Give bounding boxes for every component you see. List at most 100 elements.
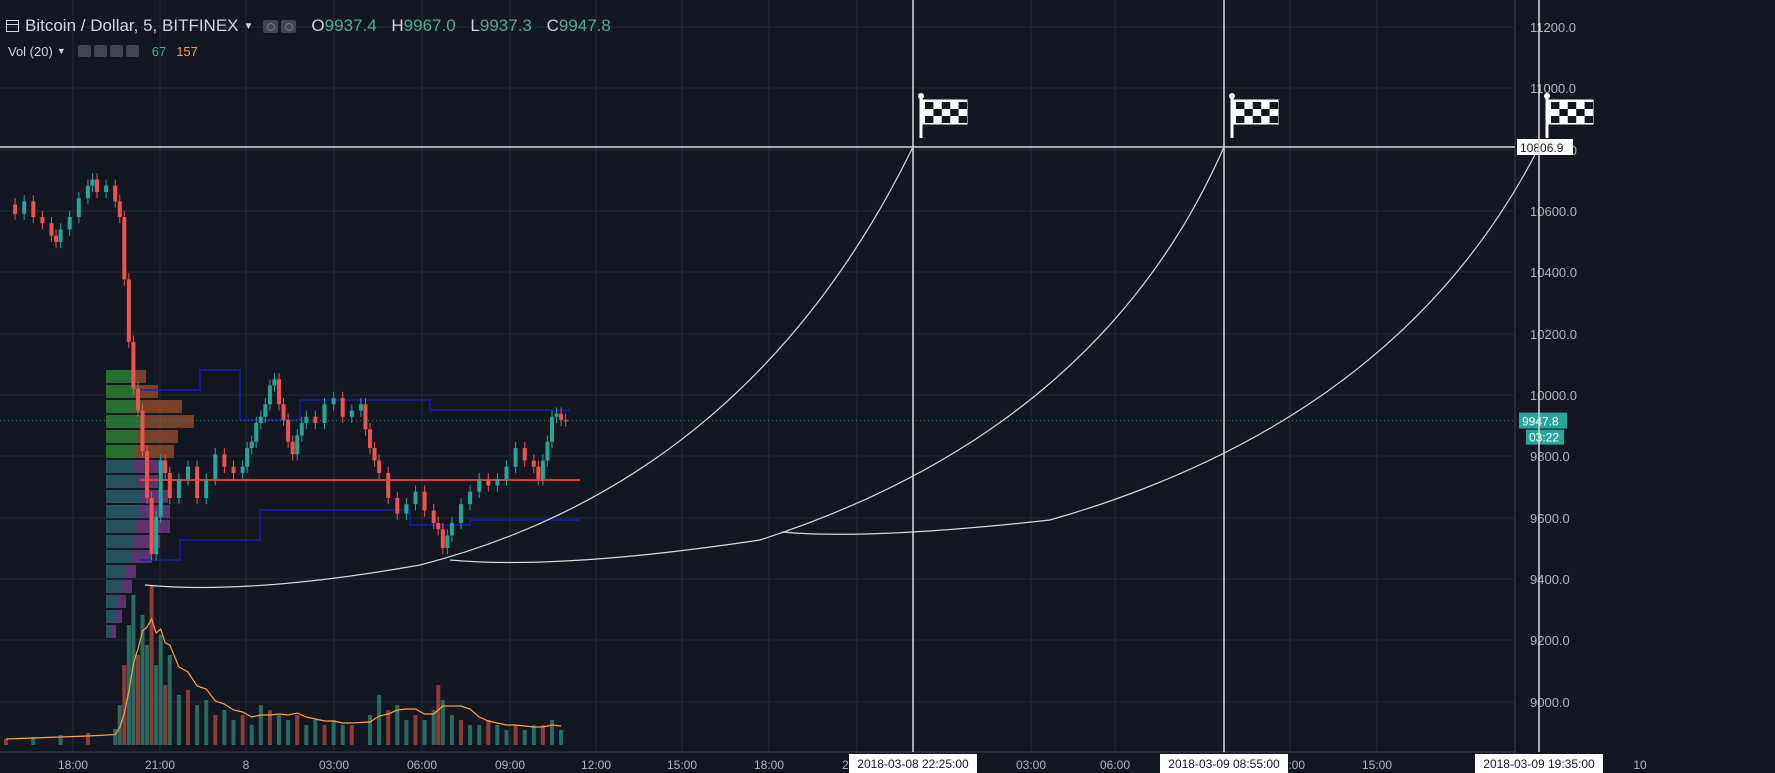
candle-body (231, 466, 236, 473)
volume-bar (377, 695, 382, 745)
candle-body (122, 216, 127, 280)
volume-bar (195, 705, 200, 745)
plus-icon[interactable] (109, 45, 123, 57)
volume-profile-bar (106, 595, 118, 608)
candle-body (322, 404, 327, 424)
volume-profile-bar (132, 550, 152, 563)
price-tick-label: 10400.0 (1530, 265, 1577, 280)
volume-bar (222, 710, 227, 745)
candle-body (113, 185, 118, 202)
volume-profile-bar (140, 505, 170, 518)
volume-profile-bar (106, 535, 134, 548)
volume-bar (559, 730, 564, 745)
candle-body (304, 416, 309, 424)
settings-icon[interactable] (93, 45, 107, 57)
countdown-label: 03:22 (1529, 431, 1559, 445)
candle-body (545, 441, 550, 461)
candle-body (277, 379, 281, 405)
time-tick-label: 18:00 (754, 758, 784, 772)
symbol-title[interactable]: Bitcoin / Dollar, 5, BITFINEX (25, 16, 239, 35)
time-marker-label: 2018-03-08 22:25:00 (857, 757, 969, 771)
settings-icon[interactable] (281, 19, 297, 33)
volume-bar (58, 735, 63, 745)
volume-profile-bar (118, 595, 126, 608)
time-tick-label: 03:00 (319, 758, 349, 772)
chevron-down-icon[interactable]: ▼ (243, 20, 254, 32)
candle-body (286, 419, 291, 442)
volume-bar (436, 685, 441, 745)
candle-body (550, 416, 554, 442)
price-tick-label: 9000.0 (1530, 695, 1570, 710)
candle-body (267, 385, 272, 405)
volume-profile-bar (116, 610, 122, 623)
volume-profile-bar (112, 625, 116, 638)
volume-label[interactable]: Vol (20) (8, 43, 53, 59)
volume-bar (277, 715, 281, 745)
time-tick-label: 03:00 (1016, 758, 1046, 772)
candle-body (222, 454, 227, 467)
candle-body (167, 472, 172, 498)
volume-bar (149, 585, 154, 745)
candle-body (272, 379, 277, 386)
low-value: 9937.3 (479, 16, 532, 35)
candle-body (254, 423, 259, 442)
volume-ma-value: 157 (176, 43, 198, 59)
candle-body (58, 229, 63, 242)
candle-body (513, 448, 518, 467)
price-tick-label: 9400.0 (1530, 572, 1570, 587)
candle-body (540, 460, 545, 480)
candle-body (249, 441, 254, 449)
countdown-badge (1526, 429, 1564, 445)
candle-body (331, 398, 336, 405)
value-area-high-line (140, 369, 570, 421)
volume-bar (140, 615, 145, 745)
candle-body (372, 448, 377, 461)
volume-bar (468, 725, 473, 745)
volume-bar (131, 595, 136, 745)
volume-profile-bar (106, 520, 136, 533)
volume-bar (186, 690, 190, 745)
volume-profile-bar (106, 505, 140, 518)
time-tick-label: 18:00 (58, 758, 88, 772)
volume-profile-bar (106, 625, 112, 638)
chevron-down-icon[interactable]: ▼ (56, 46, 66, 56)
close-icon[interactable] (125, 45, 139, 57)
volume-profile-bar (122, 580, 132, 593)
candle-body (386, 472, 391, 498)
candle-body (176, 479, 181, 498)
candle-body (313, 416, 318, 424)
candle-body (49, 223, 54, 236)
candle-body (486, 479, 491, 486)
eye-icon[interactable] (77, 45, 91, 57)
close-value: 9947.8 (558, 16, 611, 35)
price-tick-label: 9200.0 (1530, 633, 1570, 648)
candle-body (195, 466, 200, 498)
volume-bar (395, 705, 400, 745)
time-marker-badge (1475, 754, 1603, 773)
candle-body (163, 460, 168, 473)
volume-bar (431, 710, 436, 745)
candle-body (90, 179, 95, 186)
time-tick-label: 12:00 (581, 758, 611, 772)
open-value: 9937.4 (324, 16, 377, 35)
volume-profile-bar (106, 565, 126, 578)
candle-body (522, 448, 527, 461)
price-tick-label: 10200.0 (1530, 327, 1577, 342)
candle-body (358, 404, 363, 411)
eye-icon[interactable] (263, 19, 279, 33)
window-icon[interactable] (6, 20, 19, 32)
candle-body (445, 535, 450, 548)
curve-arc (781, 146, 1540, 535)
volume-ma-line (5, 617, 562, 740)
candle-body (368, 429, 372, 449)
volume-profile-bar (142, 400, 182, 413)
volume-bar (113, 729, 118, 745)
volume-bar (204, 700, 209, 745)
candle-body (85, 185, 90, 199)
volume-bar (145, 645, 150, 745)
volume-bar (286, 720, 291, 745)
time-tick-label: 06:00 (407, 758, 437, 772)
time-marker-badge (1160, 754, 1288, 773)
